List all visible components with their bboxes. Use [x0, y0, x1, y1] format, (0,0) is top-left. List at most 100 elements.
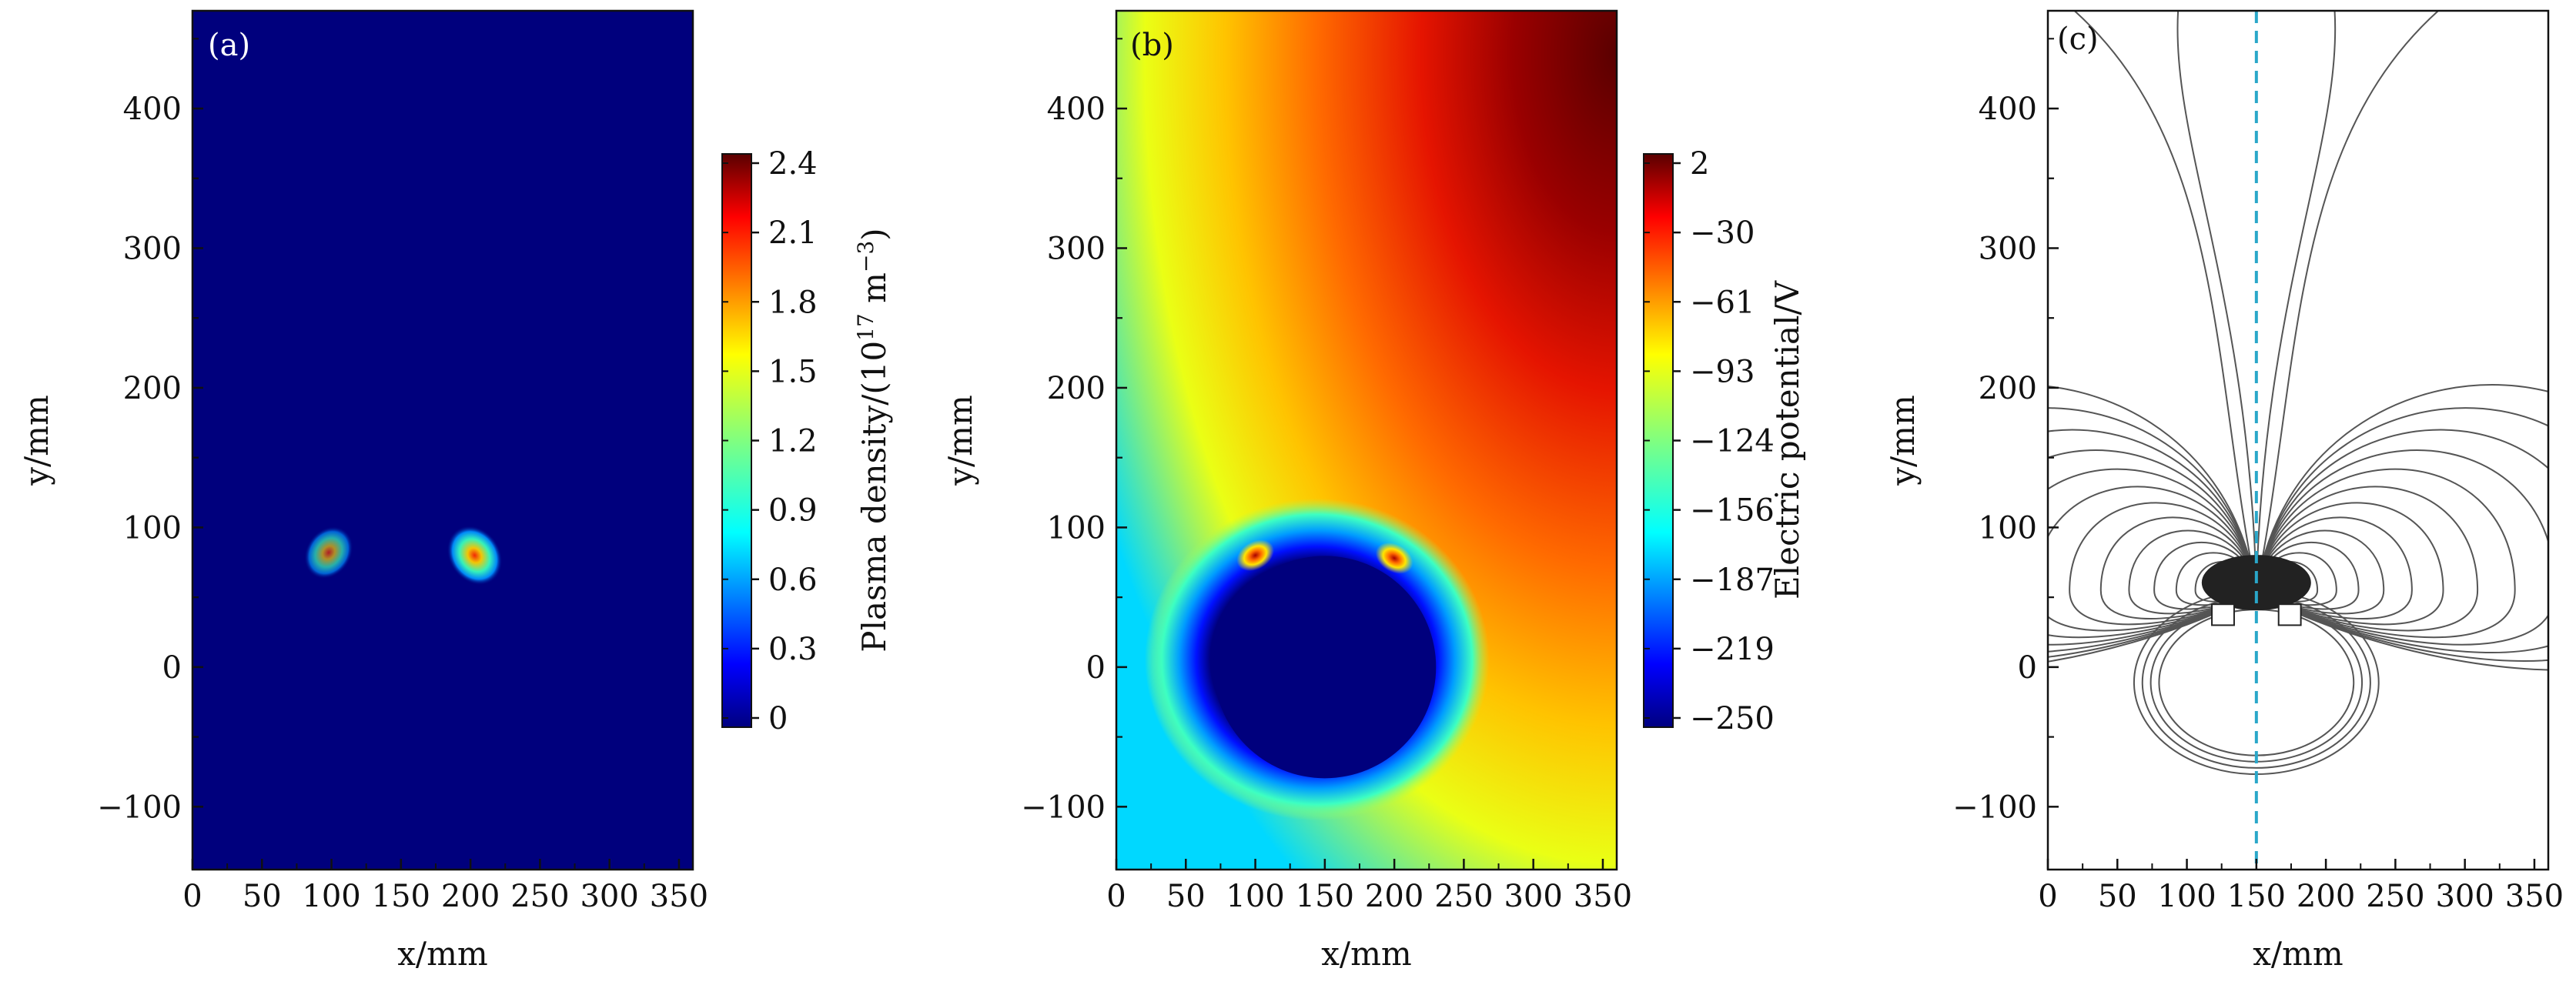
- colorbar-tick-label: −93: [1690, 354, 1755, 389]
- x-tick-label: 350: [1574, 879, 1632, 914]
- y-tick-label: 200: [1047, 371, 1106, 406]
- x-tick-label: 250: [1434, 879, 1493, 914]
- field-line: [2073, 11, 2257, 591]
- field-line: [2255, 529, 2385, 615]
- field-line: [2255, 449, 2548, 646]
- panel-a: 0 50 100 150 200 250 300 350 −1000100200300400 …: [18, 9, 893, 973]
- y-tick-label: −100: [1021, 790, 1106, 825]
- x-axis-c: 0 50 100 150 200 250 300 350: [2038, 859, 2564, 914]
- x-axis-label-c: x/mm: [2253, 935, 2343, 973]
- y-tick-label: 100: [123, 510, 182, 546]
- density-hotspots: [304, 526, 503, 586]
- plot-area-a: [192, 11, 693, 870]
- colorbar-tick-label: 1.5: [768, 354, 818, 389]
- y-axis-label-a: y/mm: [18, 395, 55, 486]
- density-hotspot: [447, 526, 503, 586]
- field-line: [2048, 449, 2257, 646]
- x-tick-label: 50: [2098, 879, 2137, 914]
- colorbar-label-b: Electric potential/V: [1768, 280, 1806, 599]
- colorbar-label-a: Plasma density/(1017 m−3): [853, 228, 893, 652]
- y-tick-label: 0: [1086, 650, 1106, 686]
- x-tick-label: 250: [510, 879, 569, 914]
- x-tick-label: 100: [2157, 879, 2216, 914]
- panel-label-b: (b): [1130, 28, 1174, 63]
- field-line: [2048, 407, 2257, 658]
- y-tick-label: −100: [1952, 790, 2037, 825]
- x-tick-label: 0: [1106, 879, 1126, 914]
- panel-label-a: (a): [208, 28, 250, 63]
- x-tick-label: 150: [372, 879, 430, 914]
- y-tick-label: −100: [97, 790, 182, 825]
- colorbar-tick-label: −61: [1690, 285, 1755, 320]
- plot-frame-a: [191, 9, 694, 871]
- colorbar-tick-label: 1.8: [768, 285, 818, 320]
- field-line: [2255, 407, 2548, 662]
- y-axis-b: −100 0 100 200 300 400: [1021, 38, 1127, 825]
- colorbar-tick-label: 1.2: [768, 424, 818, 459]
- y-tick-label: 300: [1047, 231, 1106, 266]
- colorbar-tick-label: 0.3: [768, 632, 818, 667]
- magnet-block: [2211, 603, 2235, 626]
- colorbar-tick-label: 2: [1690, 146, 1709, 182]
- field-line: [2255, 429, 2548, 653]
- x-tick-label: 150: [1296, 879, 1354, 914]
- x-tick-label: 50: [243, 879, 282, 914]
- x-tick-label: 300: [2435, 879, 2494, 914]
- y-tick-label: 0: [162, 650, 182, 686]
- y-tick-label: 400: [1979, 92, 2037, 127]
- x-axis-b: 0 50 100 150 200 250 300 350: [1106, 859, 1632, 914]
- field-line: [2255, 468, 2516, 639]
- x-tick-label: 350: [2505, 879, 2564, 914]
- x-tick-label: 250: [2366, 879, 2424, 914]
- x-tick-label: 300: [580, 879, 638, 914]
- x-axis-label-a: x/mm: [397, 935, 488, 973]
- colorbar-tick-label: −124: [1690, 424, 1775, 459]
- x-tick-label: 0: [2038, 879, 2057, 914]
- y-axis-c: −100 0 100 200 300 400: [1952, 38, 2059, 825]
- colorbar-tick-label: −30: [1690, 215, 1755, 251]
- y-axis-label-b: y/mm: [942, 395, 979, 486]
- field-line: [2255, 516, 2413, 619]
- density-hotspot: [304, 526, 353, 579]
- field-line: [2048, 468, 2257, 639]
- potential-hotspot: [1236, 539, 1274, 572]
- field-line: [2255, 383, 2548, 671]
- x-tick-label: 200: [441, 879, 500, 914]
- colorbar-tick-label: 0.9: [768, 493, 818, 529]
- y-tick-label: 200: [1979, 371, 2037, 406]
- x-tick-label: 100: [302, 879, 360, 914]
- field-line: [2176, 11, 2257, 591]
- colorbar-tick-label: 0: [768, 701, 788, 736]
- x-tick-label: 0: [182, 879, 202, 914]
- plot-area-c: [2048, 11, 2548, 870]
- plot-frame-b: [1115, 9, 1618, 871]
- x-tick-label: 200: [1365, 879, 1423, 914]
- colorbar-tick-label: −156: [1690, 493, 1775, 529]
- colorbar-ticks-b: 2 −30 −61 −93 −124 −156 −187 −219 −250: [1644, 146, 1775, 736]
- field-line: [2069, 502, 2257, 626]
- panel-label-c: (c): [2057, 22, 2099, 57]
- field-line: [2128, 529, 2257, 615]
- panel-b: 0 50 100 150 200 250 300 350 −1000100200300400 …: [942, 9, 1806, 973]
- panel-c: 0 50 100 150 200 250 300 350 −1000100200300400 …: [1884, 9, 2564, 973]
- field-line: [2255, 11, 2440, 591]
- colorbar-tick-label: −250: [1690, 701, 1775, 736]
- x-axis-label-b: x/mm: [1321, 935, 1412, 973]
- magnet-block: [2277, 603, 2302, 626]
- x-axis-a: 0 50 100 150 200 250 300 350: [182, 859, 708, 914]
- potential-hotspot: [1375, 543, 1413, 574]
- field-line: [2048, 386, 2257, 663]
- y-tick-label: 400: [123, 92, 182, 127]
- colorbar-tick-label: 2.4: [768, 146, 818, 182]
- colorbar-tick-label: 0.6: [768, 563, 818, 598]
- colorbar-tick-label: −187: [1690, 563, 1775, 598]
- colorbar-tick-label: 2.1: [768, 215, 818, 251]
- y-tick-label: 200: [123, 371, 182, 406]
- x-tick-label: 50: [1166, 879, 1206, 914]
- colorbar-ticks-a: 2.4 2.1 1.8 1.5 1.2 0.9 0.6 0.3 0: [722, 146, 818, 736]
- y-tick-label: 100: [1047, 510, 1106, 546]
- y-axis-label-c: y/mm: [1884, 395, 1922, 486]
- field-line: [2099, 516, 2257, 619]
- y-axis-a: −100 0 100 200 300 400: [97, 38, 203, 825]
